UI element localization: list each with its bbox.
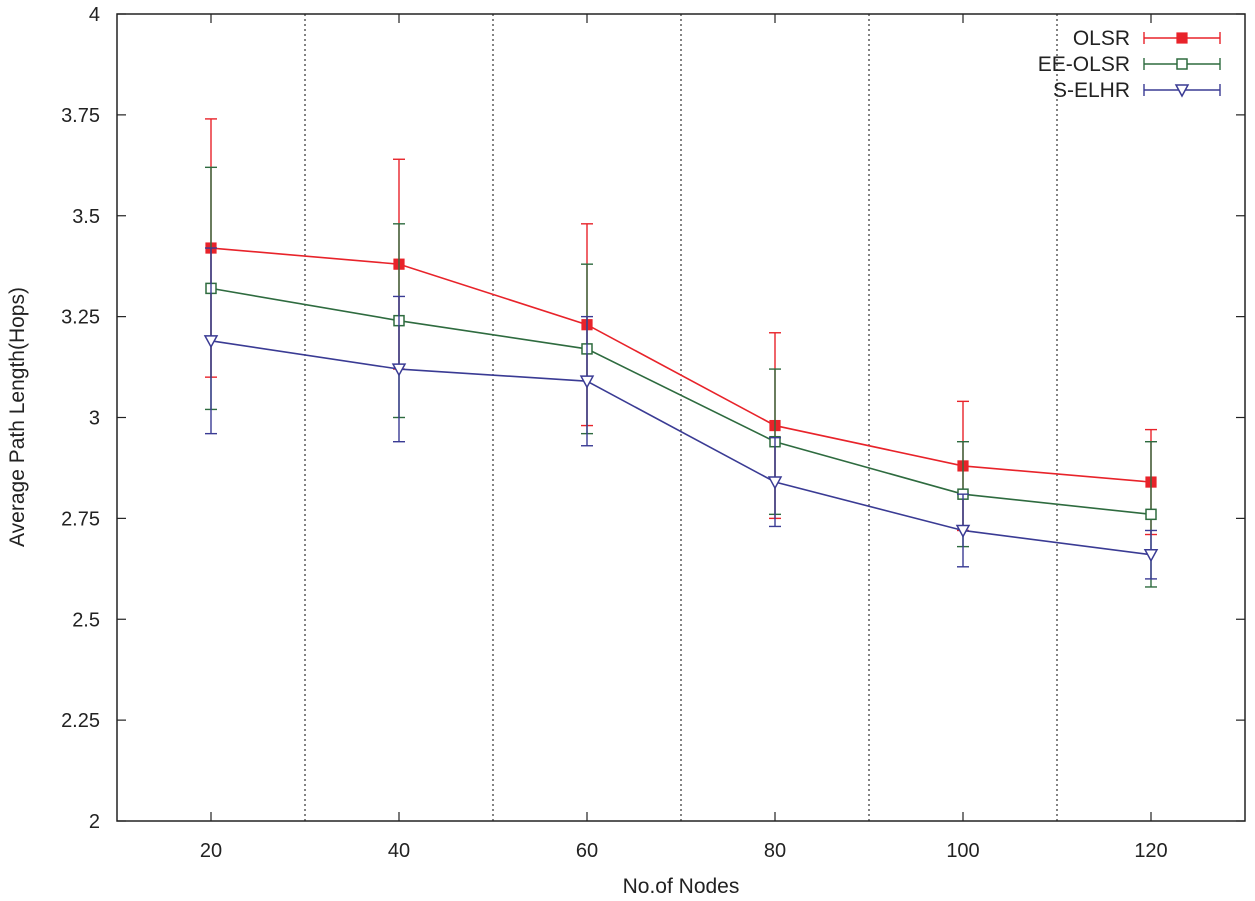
legend-label: OLSR [1073, 27, 1130, 50]
legend: OLSR EE-OLSR S-ELHR [1038, 27, 1221, 102]
series-line-olsr [210, 247, 1152, 483]
series-olsr [205, 118, 1157, 536]
x-tick-label: 20 [200, 840, 222, 862]
x-axis-title: No.of Nodes [623, 875, 740, 898]
legend-label: S-ELHR [1053, 79, 1130, 102]
data-point [767, 476, 783, 490]
grid-lines [304, 14, 1058, 821]
data-point [1143, 548, 1159, 563]
x-tick-label: 80 [764, 840, 786, 862]
y-tick-label: 2.5 [72, 609, 100, 631]
y-tick-label: 3 [89, 408, 100, 430]
data-point [391, 363, 407, 377]
y-tick-label: 3.75 [61, 105, 100, 127]
legend-item-olsr: OLSR [1073, 27, 1221, 50]
series-layer [203, 118, 1159, 588]
x-tick-label: 100 [946, 840, 979, 862]
data-point [1145, 508, 1157, 521]
legend-item-ee-olsr: EE-OLSR [1038, 53, 1221, 76]
data-point [203, 335, 219, 349]
x-tick-label: 40 [388, 840, 410, 862]
y-tick-label: 2.75 [61, 508, 100, 530]
y-tick-label: 2 [89, 811, 100, 833]
series-line-s-elhr [210, 340, 1152, 556]
data-point [579, 375, 595, 389]
legend-marker [1174, 84, 1190, 98]
legend-marker [1176, 58, 1188, 70]
x-tick-label: 120 [1134, 840, 1167, 862]
series-s-elhr [203, 247, 1159, 580]
y-axis-title: Average Path Length(Hops) [6, 287, 29, 547]
legend-label: EE-OLSR [1038, 53, 1130, 76]
series-line-ee-olsr [210, 287, 1152, 516]
legend-marker [1176, 32, 1188, 44]
y-tick-label: 2.25 [61, 710, 100, 732]
x-tick-label: 60 [576, 840, 598, 862]
ticks: 2 2.25 2.5 2.75 3 3.25 3.5 3.75 4 20 40 60 80 100 120 [61, 4, 1245, 862]
y-tick-label: 3.25 [61, 307, 100, 329]
y-tick-label: 3.5 [72, 206, 100, 228]
data-point [955, 524, 971, 539]
y-tick-label: 4 [89, 4, 100, 26]
legend-item-s-elhr: S-ELHR [1053, 79, 1221, 102]
